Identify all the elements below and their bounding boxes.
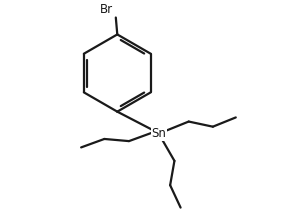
Text: Sn: Sn (152, 127, 166, 140)
Text: Br: Br (100, 3, 113, 16)
